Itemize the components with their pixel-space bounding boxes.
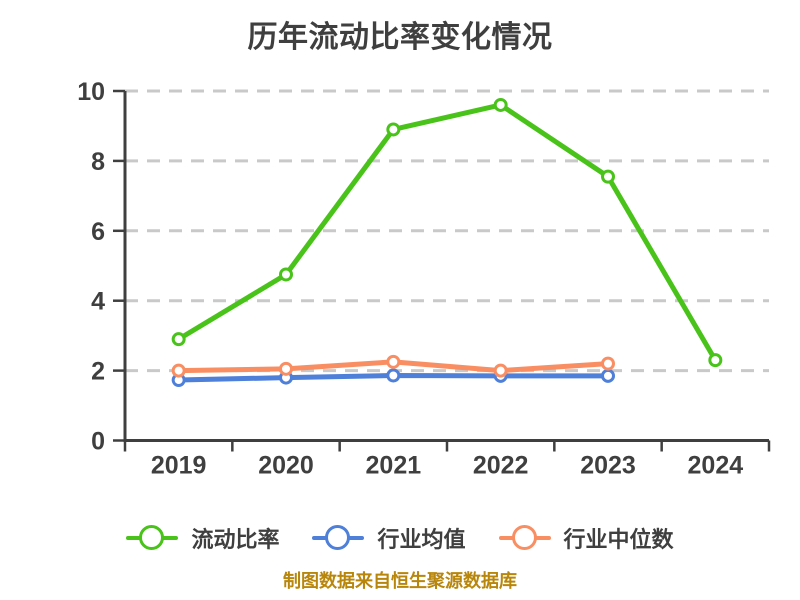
- x-axis-label: 2019: [151, 452, 207, 480]
- legend-item-industry-median[interactable]: 行业中位数: [498, 522, 674, 554]
- legend-label: 流动比率: [191, 527, 280, 552]
- axis-line: [123, 91, 769, 442]
- data-point-marker[interactable]: [601, 368, 615, 383]
- x-axis-label: 2021: [366, 452, 422, 480]
- legend-line-circle-icon: [312, 523, 365, 553]
- x-axis-label: 2020: [258, 452, 314, 480]
- legend: 流动比率 行业均值 行业中位数: [0, 521, 800, 555]
- data-point-marker[interactable]: [601, 356, 615, 371]
- y-axis-label: 10: [77, 78, 105, 106]
- x-axis-label: 2022: [473, 452, 529, 480]
- data-point-marker[interactable]: [386, 354, 401, 369]
- y-axis-label: 2: [91, 358, 105, 386]
- y-axis-label: 6: [91, 218, 105, 246]
- y-axis-label: 4: [91, 288, 105, 316]
- data-point-marker[interactable]: [493, 97, 508, 112]
- data-point-marker[interactable]: [279, 267, 293, 282]
- data-point-marker[interactable]: [708, 353, 723, 368]
- legend-label: 行业中位数: [563, 527, 674, 552]
- data-point-marker[interactable]: [386, 122, 401, 137]
- data-source-note: 制图数据来自恒生聚源数据库: [283, 571, 517, 591]
- data-point-marker[interactable]: [279, 361, 293, 376]
- x-axis-label: 2023: [580, 452, 636, 480]
- data-point-marker[interactable]: [386, 368, 401, 383]
- y-axis-label: 8: [91, 148, 105, 176]
- legend-line-circle-icon: [498, 523, 551, 553]
- legend-line-circle-icon: [126, 523, 179, 553]
- data-point-marker[interactable]: [493, 363, 508, 378]
- data-point-marker[interactable]: [171, 332, 186, 347]
- data-point-marker[interactable]: [601, 169, 615, 184]
- chart-title: 历年流动比率变化情况: [247, 21, 553, 54]
- x-axis-label: 2024: [688, 452, 744, 480]
- data-point-marker[interactable]: [171, 363, 186, 378]
- legend-label: 行业均值: [377, 527, 466, 552]
- series-line: [176, 102, 718, 363]
- y-axis-label: 0: [91, 428, 105, 456]
- legend-item-industry-mean[interactable]: 行业均值: [312, 522, 466, 554]
- legend-item-current-ratio[interactable]: 流动比率: [126, 522, 279, 554]
